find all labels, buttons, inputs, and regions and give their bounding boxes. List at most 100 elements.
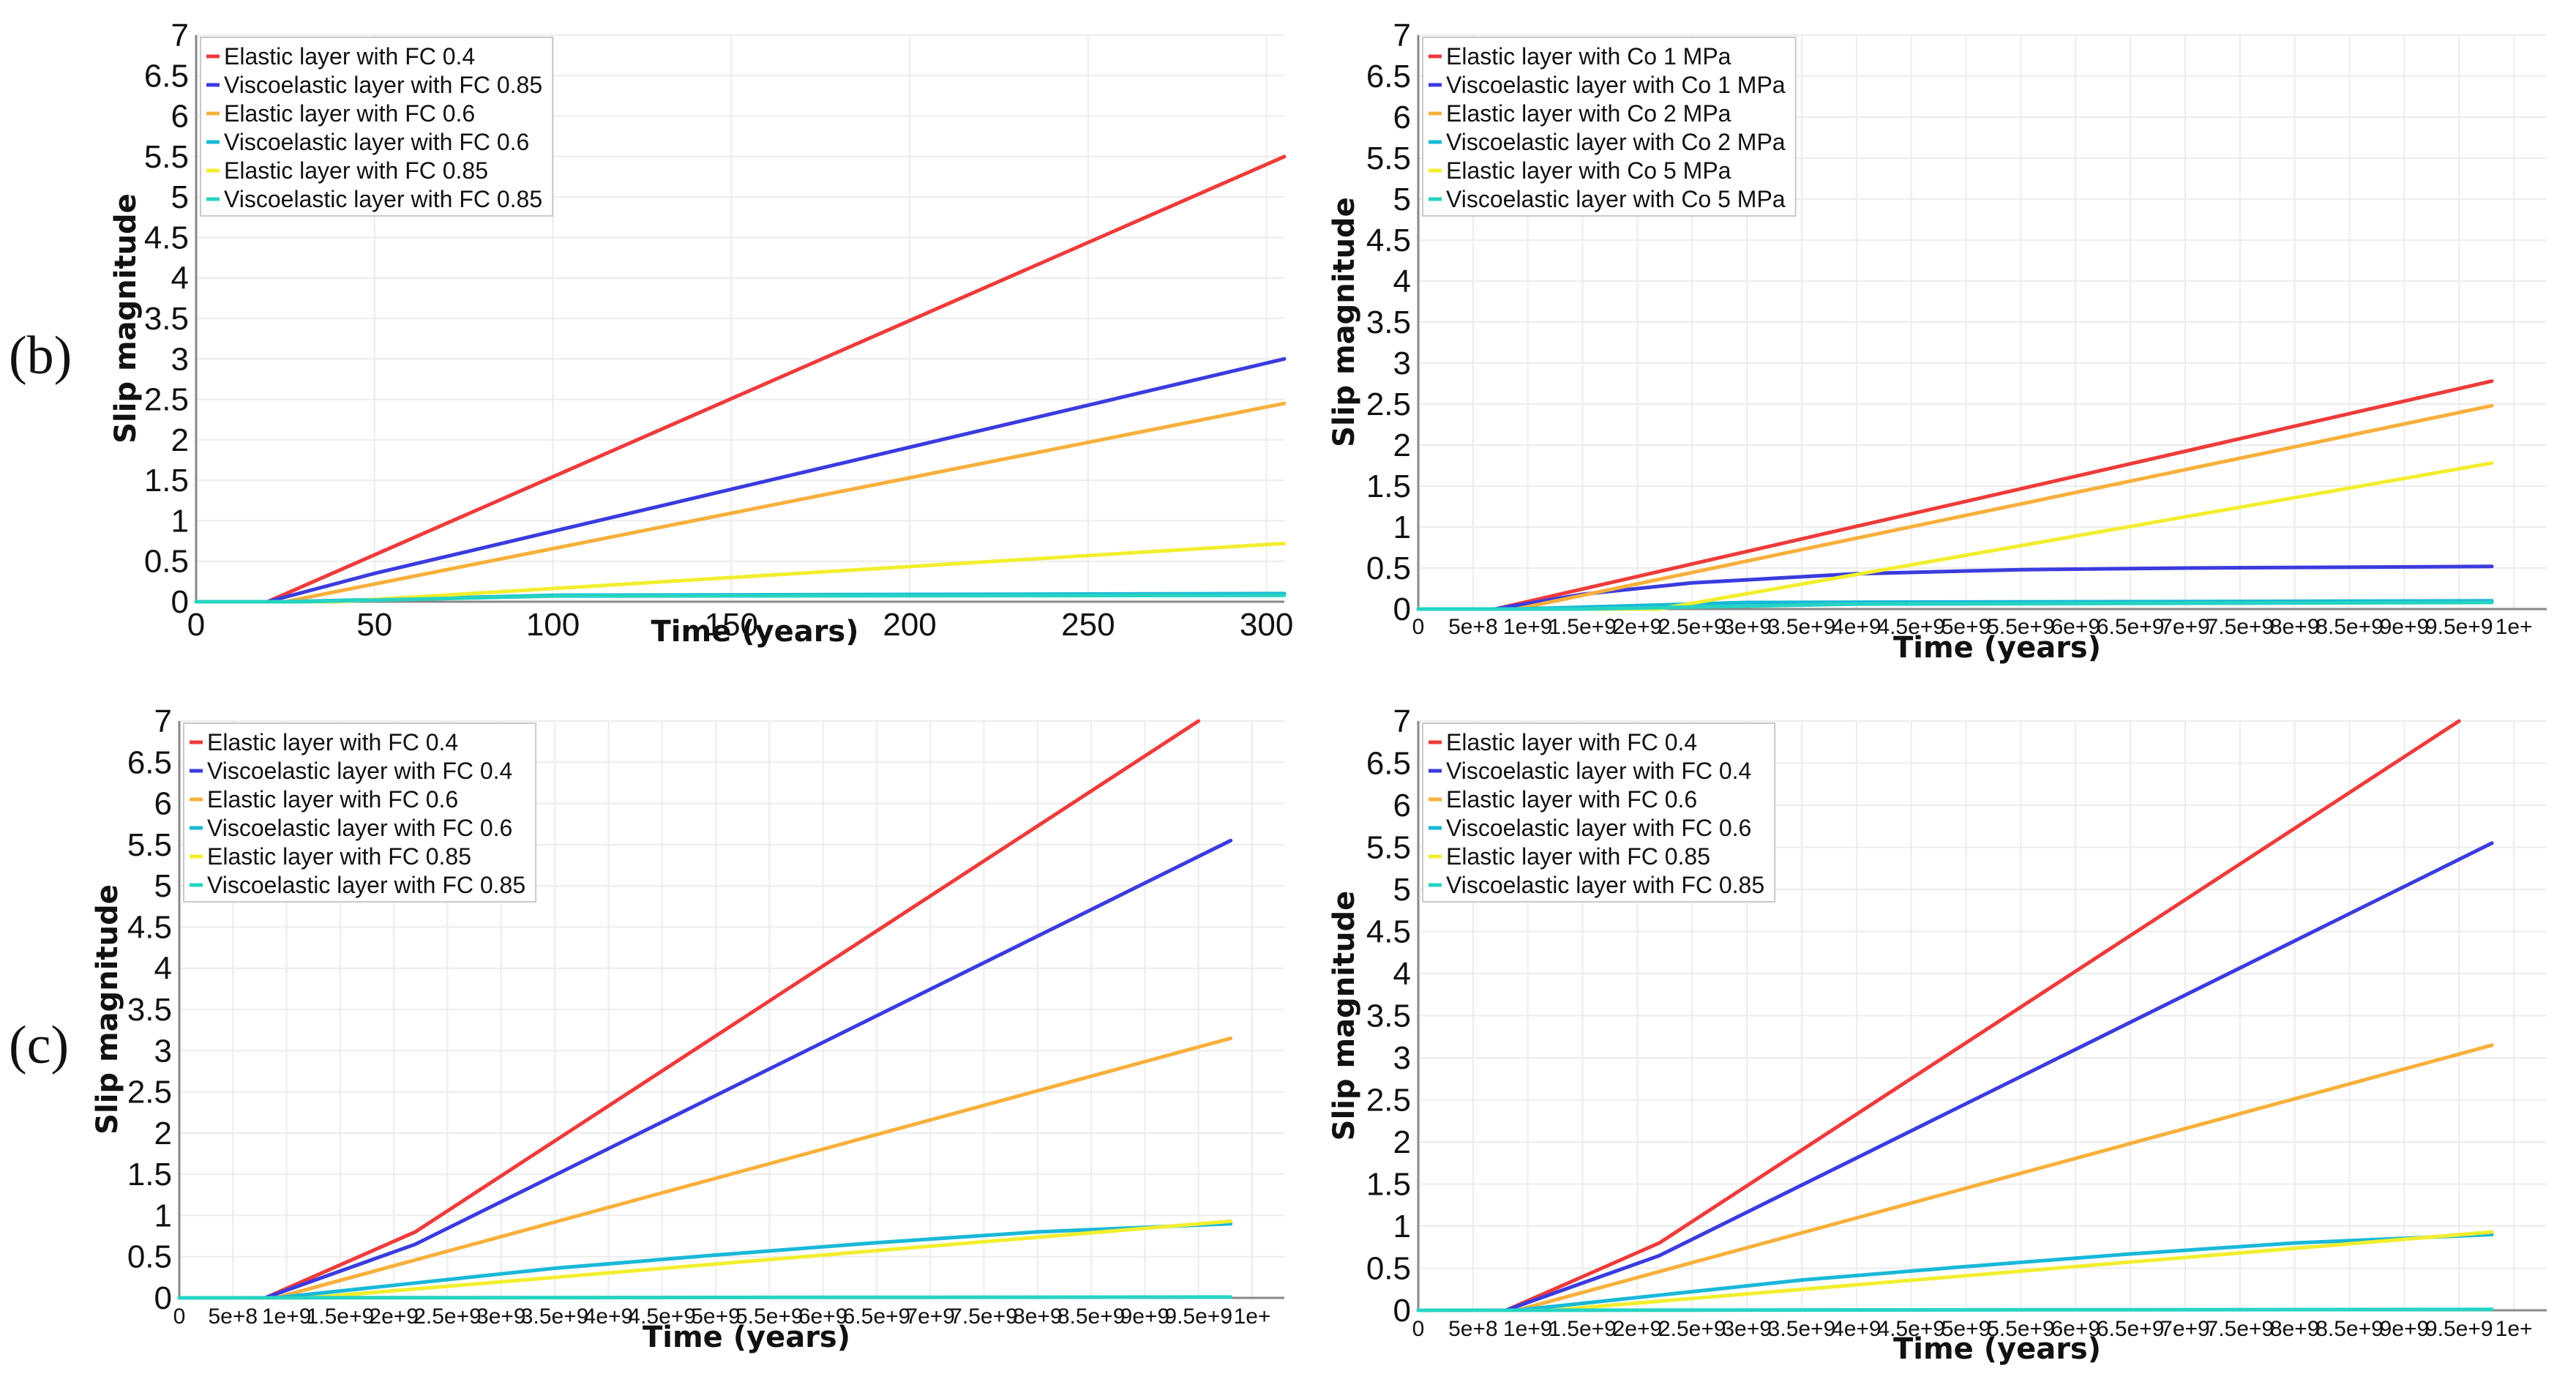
x-tick-label: 0 <box>1412 1317 1425 1341</box>
y-tick-label: 6 <box>154 786 172 822</box>
legend-entry: Viscoelastic layer with FC 0.85 <box>224 186 542 212</box>
x-tick-label: 6e+9 <box>798 1304 848 1329</box>
series-line-3 <box>194 401 1287 604</box>
y-tick-label: 5.5 <box>127 827 172 863</box>
series-line-4 <box>1416 1233 2494 1313</box>
series-line-3 <box>1416 1043 2494 1313</box>
y-tick-label: 3.5 <box>127 992 172 1028</box>
x-tick-label: 3e+9 <box>1722 615 1772 639</box>
x-tick-label: 4e+9 <box>1832 615 1882 639</box>
y-tick-label: 2 <box>154 1116 172 1151</box>
y-tick-label: 1 <box>1393 509 1411 545</box>
y-tick-label: 3.5 <box>144 301 189 337</box>
x-tick-label: 1e+9 <box>1503 1317 1553 1341</box>
y-tick-label: 5.5 <box>1366 830 1411 866</box>
y-tick-label: 3 <box>154 1033 172 1069</box>
x-tick-label: 7e+9 <box>905 1304 955 1329</box>
legend-entry: Elastic layer with Co 1 MPa <box>1446 43 1731 70</box>
x-tick-label: 5e+9 <box>691 1304 741 1329</box>
y-tick-label: 5 <box>154 868 172 904</box>
panel-label-b: (b) <box>9 326 72 386</box>
y-tick-label: 4.5 <box>1366 914 1411 950</box>
y-tick-label: 2.5 <box>127 1075 172 1110</box>
legend-entry: Elastic layer with FC 0.6 <box>207 786 458 813</box>
y-tick-label: 1.5 <box>1366 1167 1411 1203</box>
x-tick-label: 250 <box>1061 607 1115 643</box>
y-tick-label: 4 <box>1393 956 1411 992</box>
x-tick-label: 100 <box>526 607 580 643</box>
legend-entry: Elastic layer with Co 2 MPa <box>1446 100 1731 127</box>
x-tick-label: 4e+9 <box>584 1304 634 1329</box>
legend: Elastic layer with Co 1 MPaViscoelastic … <box>1422 37 1797 217</box>
x-tick-label: 4e+9 <box>1832 1317 1882 1341</box>
y-tick-label: 7 <box>171 18 189 53</box>
legend-entry: Elastic layer with FC 0.6 <box>1446 786 1697 813</box>
y-axis-title: Slip magnitude <box>91 884 124 1135</box>
y-tick-label: 6 <box>1393 788 1411 824</box>
x-tick-label: 8.5e+9 <box>2315 615 2384 639</box>
x-tick-label: 6.5e+9 <box>2097 615 2165 639</box>
x-tick-label: 5.5e+9 <box>735 1304 804 1329</box>
legend-entry: Elastic layer with FC 0.85 <box>224 157 488 184</box>
series-line-1 <box>1416 379 2494 611</box>
x-tick-label: 1e+9 <box>1503 615 1553 639</box>
legend-entry: Viscoelastic layer with FC 0.6 <box>1446 815 1751 841</box>
y-tick-label: 2 <box>1393 427 1411 463</box>
x-tick-label: 9e+9 <box>2380 1317 2430 1341</box>
legend-entry: Elastic layer with FC 0.85 <box>207 843 471 870</box>
x-tick-label: 9.5e+9 <box>2425 615 2493 639</box>
x-tick-label: 6.5e+9 <box>2097 1317 2165 1341</box>
x-tick-label: 1e+ <box>2496 615 2533 639</box>
legend-entry: Viscoelastic layer with FC 0.85 <box>224 72 542 98</box>
series-line-5 <box>177 1219 1233 1300</box>
x-tick-label: 2e+9 <box>1613 615 1663 639</box>
legend-entry: Elastic layer with FC 0.4 <box>1446 729 1697 755</box>
y-tick-label: 0.5 <box>127 1239 172 1275</box>
legend: Elastic layer with FC 0.4 Viscoelastic la… <box>1422 723 1776 903</box>
y-tick-label: 3 <box>1393 346 1411 381</box>
legend-entry: Viscoelastic layer with FC 0.6 <box>224 129 529 155</box>
x-tick-label: 2e+9 <box>1613 1317 1663 1341</box>
x-tick-label: 5e+8 <box>1448 1317 1498 1341</box>
x-tick-label: 7e+9 <box>2160 615 2210 639</box>
x-tick-label: 0 <box>1412 615 1425 639</box>
x-tick-label: 5.5e+9 <box>1987 615 2055 639</box>
x-tick-label: 3.5e+9 <box>1768 615 1836 639</box>
series-line-6 <box>177 1295 1233 1300</box>
y-tick-label: 6.5 <box>1366 746 1411 782</box>
chart-bottom-right: 0 0.5 1 1.5 2 2.5 3 3.5 4 4.5 5 5.5 6 6.5 7 0 5e+8 1e+91.… <box>1328 703 2547 1366</box>
y-tick-label: 5.5 <box>1366 141 1411 176</box>
legend-box <box>183 723 537 903</box>
y-tick-label: 4 <box>1393 264 1411 299</box>
x-tick-label: 1.5e+9 <box>307 1304 375 1329</box>
series-line-5 <box>1416 1230 2494 1313</box>
x-tick-label: 300 <box>1240 607 1293 643</box>
legend-entry: Viscoelastic layer with Co 2 MPa <box>1446 129 1786 155</box>
legend-entry: Elastic layer with FC 0.4 <box>224 43 475 70</box>
y-tick-label: 0 <box>154 1280 172 1316</box>
y-tick-label: 0 <box>1393 1293 1411 1329</box>
x-tick-label: 8e+9 <box>2270 1317 2320 1341</box>
x-tick-label: 9.5e+9 <box>2425 1317 2493 1341</box>
x-tick-label: 6e+9 <box>2051 1317 2100 1341</box>
y-tick-label: 1 <box>171 503 189 539</box>
x-tick-label: 5e+9 <box>1942 615 1991 639</box>
x-tick-label: 0 <box>173 1304 186 1329</box>
x-tick-label: 2.5e+9 <box>1658 615 1726 639</box>
y-tick-label: 3 <box>1393 1040 1411 1076</box>
chart-bottom-left: 0 0.5 1 1.5 2 2.5 3 3.5 4 4.5 5 5.5 6 6.5 7 0 5e+8 1e+91.… <box>91 703 1284 1354</box>
x-tick-label: 2.5e+9 <box>1658 1317 1726 1341</box>
y-axis-title: Slip magnitude <box>109 193 143 444</box>
legend-entry: Viscoelastic layer with FC 0.4 <box>1446 758 1751 784</box>
y-tick-label: 6 <box>171 99 189 135</box>
x-tick-label: 50 <box>356 607 392 643</box>
y-tick-label: 2 <box>171 422 189 458</box>
series-line-3 <box>177 1036 1233 1300</box>
y-tick-label: 2.5 <box>1366 387 1411 422</box>
chart-top-right: 0 0.5 1 1.5 2 2.5 3 3.5 4 4.5 5 5.5 6 6.5 7 0 5e+8 1e+91.… <box>1328 18 2547 665</box>
legend-entry: Viscoelastic layer with Co 1 MPa <box>1446 72 1786 98</box>
legend-box <box>1422 723 1776 903</box>
y-tick-label: 4 <box>154 951 172 987</box>
